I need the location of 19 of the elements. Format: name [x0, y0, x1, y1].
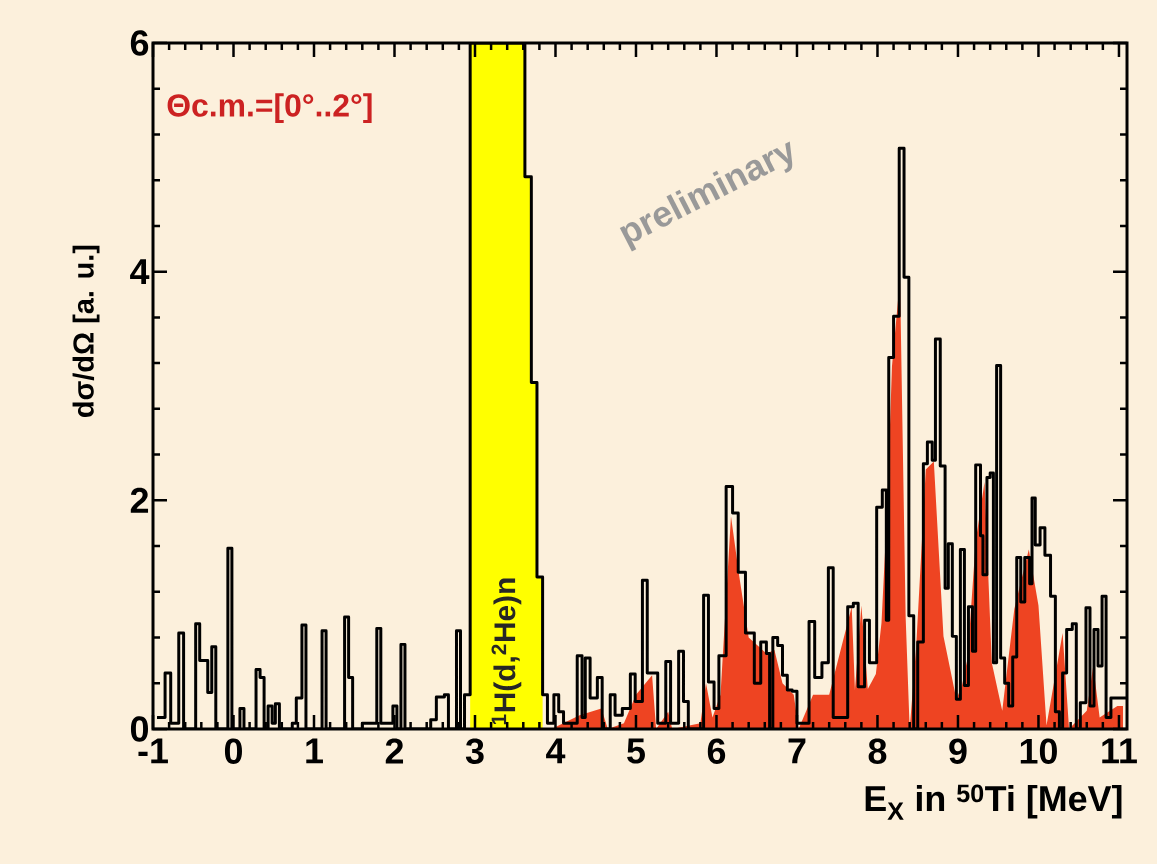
x-tick-label: 4 — [546, 738, 566, 764]
series-label: $^{1}$H(d,$^{2}$He)n — [491, 578, 522, 725]
x-tick-label: 7 — [788, 738, 806, 764]
annotation: Θc.m.=[0°..2°] — [167, 93, 372, 124]
y-axis-title: dσ/dΩ [a. u.] — [72, 245, 100, 417]
y-tick-label: 2 — [130, 487, 149, 513]
x-tick-label: 9 — [949, 738, 967, 764]
x-tick-label: 6 — [707, 738, 726, 764]
x-tick-label: 3 — [465, 738, 484, 764]
x-tick-label: 5 — [627, 738, 645, 764]
x-tick-label: 0 — [224, 738, 242, 764]
x-axis-title: E$_{X}$ in $^{50}$Ti [MeV] — [865, 784, 1122, 820]
x-tick-label: 2 — [385, 738, 404, 764]
x-tick-label: 11 — [1102, 738, 1137, 764]
x-tick-label: 8 — [868, 738, 887, 764]
x-tick-label: 10 — [1020, 738, 1057, 764]
y-tick-label: 4 — [130, 259, 150, 284]
y-tick-label: 6 — [130, 30, 149, 56]
x-tick-label: 1 — [306, 738, 323, 764]
